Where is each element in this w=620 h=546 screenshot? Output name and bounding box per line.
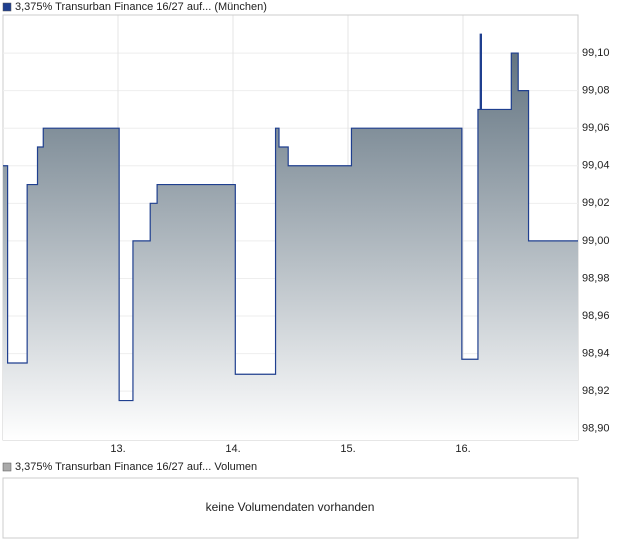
y-tick-label: 99,04 [582,160,610,172]
y-tick-label: 99,10 [582,47,610,59]
legend-label: 3,375% Transurban Finance 16/27 auf... (… [15,1,267,13]
x-tick-label: 13. [110,443,125,455]
x-tick-label: 14. [225,443,240,455]
area [3,34,578,441]
line [3,33,578,402]
y-tick-label: 98,98 [582,272,610,284]
y-tick-label: 99,00 [582,235,610,247]
y-tick-label: 98,94 [582,348,610,360]
y-tick-label: 98,96 [582,310,610,322]
legend-label: 3,375% Transurban Finance 16/27 auf... V… [15,461,257,473]
volume-frame [2,477,579,539]
legend-swatch [2,2,12,12]
y-tick-label: 99,02 [582,197,610,209]
y-tick-label: 99,08 [582,85,610,97]
y-tick-label: 98,92 [582,385,610,397]
x-tick-label: 15. [340,443,355,455]
y-tick-label: 99,06 [582,122,610,134]
legend-swatch [2,462,12,472]
x-tick-label: 16. [455,443,470,455]
no-data-message: keine Volumendaten vorhanden [206,500,375,514]
y-tick-label: 98,90 [582,423,610,435]
